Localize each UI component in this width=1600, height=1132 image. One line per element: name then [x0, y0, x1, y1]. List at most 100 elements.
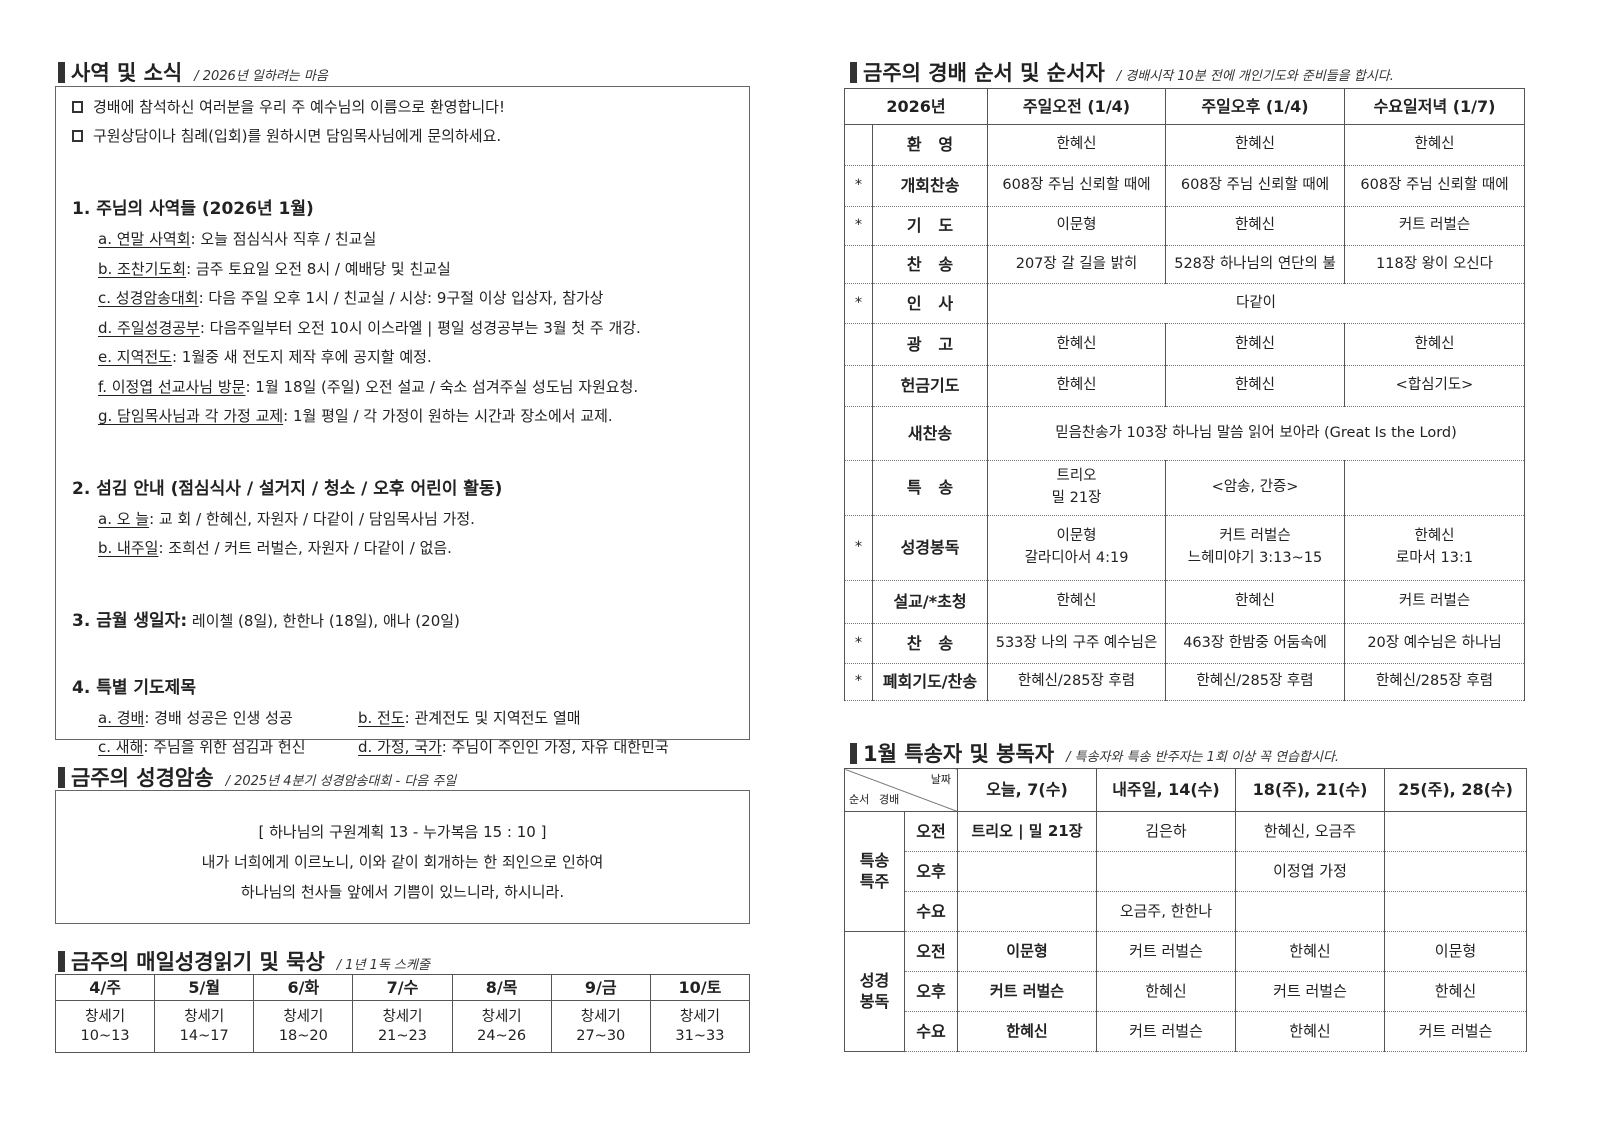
worship-row: * 성경봉독 이문형 갈라디아서 4:19 커트 러벌슨 느헤미야기 3:13~15 한… [844, 515, 1526, 581]
order-label: 헌금기도 [871, 365, 989, 407]
corner-date: 날짜 [930, 773, 951, 786]
item-text: : 주님이 주인인 가정, 자유 대한민국 [441, 738, 669, 756]
special-person: 이정엽 가정 [1235, 851, 1385, 892]
order-label: 찬 송 [871, 623, 989, 664]
reading-passage: 창세기 14~17 [154, 1000, 255, 1053]
memory-box: [ 하나님의 구원계획 13 - 누가복음 15 : 10 ] 내가 너희에게 … [55, 790, 750, 924]
worship-header: 주일오전 (1/4) [987, 88, 1167, 125]
special-date-header: 18(주), 21(수) [1235, 768, 1385, 812]
news-item: e. 지역전도: 1월중 새 전도지 제작 후에 공지할 예정. [72, 343, 742, 373]
reading-body-row: 창세기 10~13 창세기 14~17 창세기 18~20 창세기 21~23 창세기 … [54, 1000, 751, 1053]
welcome-text: 경배에 참석하신 여러분을 우리 주 예수님의 이름으로 환영합니다! [93, 98, 505, 116]
special-person [1096, 851, 1236, 892]
special-person: 김은하 [1096, 811, 1236, 852]
group-label: 특송 특주 [844, 811, 905, 932]
special-person [957, 891, 1097, 932]
standing-marker [844, 460, 873, 516]
item-text: : 다음주일부터 오전 10시 이스라엘 | 평일 성경공부는 3월 첫 주 개… [199, 318, 641, 337]
corner-service: 경배 [879, 792, 900, 806]
order-person: 한혜신 [987, 124, 1167, 166]
special-person: 오금주, 한한나 [1096, 891, 1236, 932]
order-person: 463장 한밤중 어둠속에 [1165, 623, 1346, 664]
reading-passage: 창세기 10~13 [54, 1000, 156, 1053]
standing-marker: * [844, 623, 873, 664]
special-row: 성경 봉독 오전 이문형 커트 러벌슨 한혜신 이문형 [844, 931, 1527, 1052]
worship-row: * 인 사 다같이 [844, 283, 1526, 324]
worship-row: 찬 송 207장 갈 길을 밝히 528장 하나님의 연단의 불 118장 왕이 오신… [844, 245, 1526, 284]
standing-marker [844, 124, 873, 166]
order-person: 한혜신 로마서 13:1 [1344, 515, 1526, 581]
corner-order: 순서 [849, 792, 870, 806]
order-person: 207장 갈 길을 밝히 [987, 245, 1167, 284]
special-row: 특송 특주 오전 트리오 | 밀 21장 김은하 한혜신, 오금주 [844, 811, 1527, 932]
heading-text: 4. 특별 기도제목 [72, 677, 196, 698]
worship-row: 새찬송 믿음찬송가 103장 하나님 말씀 읽어 보아라 (Great Is th… [844, 406, 1526, 461]
item-label: b. 조찬기도회 [98, 259, 187, 278]
special-person: 한혜신 [1235, 931, 1385, 972]
order-person: 한혜신 [1165, 124, 1346, 166]
worship-row: * 기 도 이문형 한혜신 커트 러벌슨 [844, 206, 1526, 246]
reading-day: 7/수 [352, 974, 453, 1001]
standing-marker: * [844, 663, 873, 701]
reading-day: 10/토 [649, 974, 751, 1001]
item-text: : 금주 토요일 오전 8시 / 예배당 및 친교실 [186, 259, 451, 278]
order-person: 한혜신/285장 후렴 [987, 663, 1167, 701]
section-heading: 2. 섬김 안내 (점심식사 / 설거지 / 청소 / 오후 어린이 활동) [72, 474, 742, 499]
reading-passage: 창세기 24~26 [451, 1000, 552, 1053]
order-person: 533장 나의 구주 예수님은 [987, 623, 1167, 664]
special-person: 한혜신, 오금주 [1235, 811, 1385, 852]
special-row: 오후 이정엽 가정 [845, 851, 1527, 892]
special-person: 한혜신 [1096, 971, 1236, 1012]
reading-passage: 창세기 31~33 [649, 1000, 751, 1053]
checkbox-bullet-icon [72, 130, 83, 142]
news-item: a. 오 늘: 교 회 / 한혜신, 자원자 / 다같이 / 담임목사님 가정. [72, 505, 742, 535]
reading-passage: 창세기 21~23 [352, 1000, 453, 1053]
order-person: 커트 러벌슨 [1344, 206, 1526, 246]
news-item: c. 성경암송대회: 다음 주일 오후 1시 / 친교실 / 시상: 9구절 이… [72, 284, 742, 314]
service-label: 오전 [904, 931, 958, 972]
order-person: 커트 러벌슨 [1344, 580, 1526, 624]
special-person [957, 851, 1097, 892]
special-person: 한혜신 [1384, 971, 1527, 1012]
special-table: 날짜 순서 경배 오늘, 7(수) 내주일, 14(수) 18(주), 21(수) 25(주… [844, 768, 1527, 1052]
order-label: 기 도 [871, 206, 989, 246]
special-person: 트리오 | 밀 21장 [957, 811, 1097, 852]
special-person: 커트 러벌슨 [1096, 1011, 1236, 1052]
section-bar [58, 950, 65, 972]
standing-marker: * [844, 206, 873, 246]
order-person: 한혜신 [1165, 365, 1346, 407]
special-person: 커트 러벌슨 [1096, 931, 1236, 972]
memory-line: 내가 너희에게 이르노니, 이와 같이 회개하는 한 죄인으로 인하여 [201, 853, 604, 871]
news-box [55, 86, 750, 740]
news-item: a. 연말 사역회: 오늘 점심식사 직후 / 친교실 [72, 225, 742, 255]
worship-row: 특 송 트리오 밀 21장 <암송, 간증> [844, 460, 1526, 516]
special-row: 수요 오금주, 한한나 [845, 891, 1527, 932]
special-person [1384, 811, 1527, 852]
standing-marker [844, 323, 873, 366]
worship-row: 설교/*초청 한혜신 한혜신 커트 러벌슨 [844, 580, 1526, 624]
order-label: 광 고 [871, 323, 989, 366]
prayer-row: c. 새해: 주님을 위한 섬김과 헌신 d. 가정, 국가: 주님이 주인인 가… [72, 733, 742, 763]
service-label: 오후 [904, 851, 958, 892]
standing-marker [844, 406, 873, 461]
order-person: 다같이 [987, 283, 1526, 324]
order-person: 608장 주님 신뢰할 때에 [987, 165, 1167, 207]
section-heading: 3. 금월 생일자: 레이첼 (8일), 한한나 (18일), 애나 (20일) [72, 606, 742, 631]
reading-title: 금주의 매일성경읽기 및 묵상/ 1년 1독 스케줄 [58, 946, 430, 976]
worship-row: * 찬 송 533장 나의 구주 예수님은 463장 한밤중 어둠속에 20장 예수님은… [844, 623, 1526, 664]
service-label: 오전 [904, 811, 958, 852]
item-label: d. 주일성경공부 [98, 318, 200, 337]
reading-day: 5/월 [154, 974, 255, 1001]
order-person: 608장 주님 신뢰할 때에 [1165, 165, 1346, 207]
worship-title: 금주의 경배 순서 및 순서자 / 경배시작 10분 전에 개인기도와 준비들을 … [850, 57, 1394, 87]
item-text: : 교 회 / 한혜신, 자원자 / 다같이 / 담임목사님 가정. [149, 509, 475, 528]
special-title: 1월 특송자 및 봉독자 / 특송자와 특송 반주자는 1회 이상 꼭 연습합시다… [850, 738, 1339, 768]
special-header-row: 날짜 순서 경배 오늘, 7(수) 내주일, 14(수) 18(주), 21(수) 25(주… [844, 768, 1527, 812]
reading-table: 4/주 5/월 6/화 7/수 8/목 9/금 10/토 창세기 10~13 창세기 14~17… [54, 974, 751, 1053]
section-bar [58, 766, 65, 788]
reading-day: 4/주 [54, 974, 156, 1001]
order-person: 이문형 [987, 206, 1167, 246]
memory-line: 하나님의 천사들 앞에서 기쁨이 있느니라, 하시니라. [240, 883, 565, 901]
item-label: b. 전도 [358, 708, 405, 727]
